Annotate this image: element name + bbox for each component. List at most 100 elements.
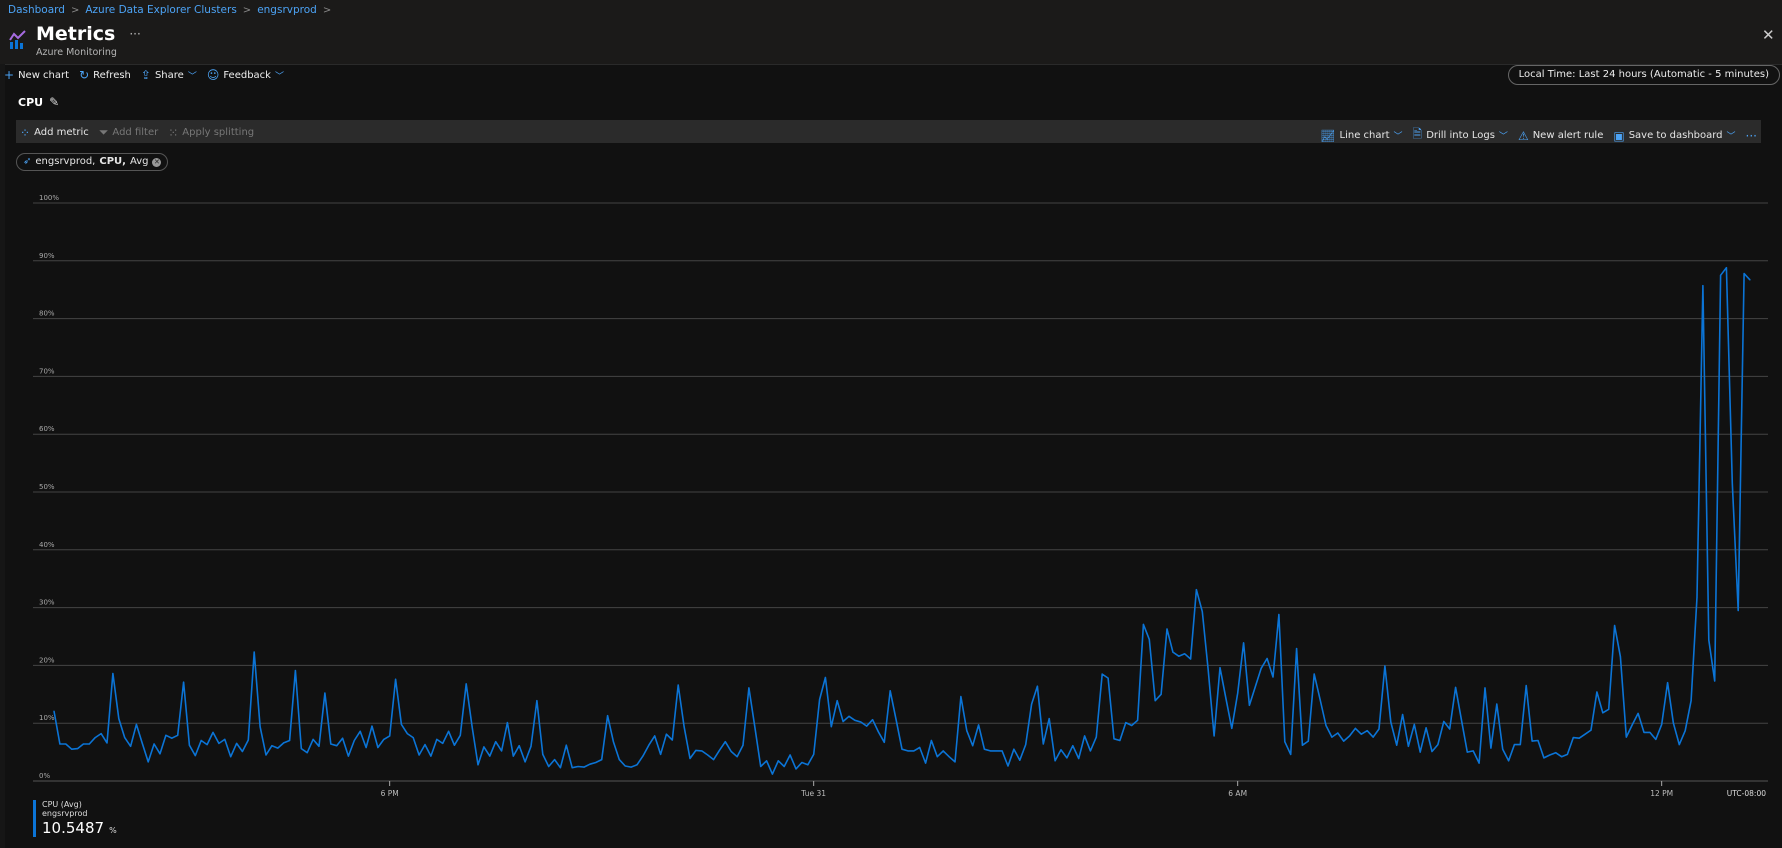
y-tick-label: 70%: [39, 367, 55, 375]
data-point: [324, 692, 326, 694]
save-to-dashboard-button[interactable]: ▣ Save to dashboard ﹀: [1613, 125, 1735, 146]
data-point: [218, 742, 220, 745]
chevron-down-icon: ﹀: [1393, 132, 1403, 142]
data-point: [818, 698, 821, 701]
data-point: [259, 726, 261, 728]
chart-legend[interactable]: CPU (Avg) engsrvprod 10.5487 %: [33, 800, 117, 837]
data-point: [919, 746, 921, 749]
data-point: [960, 696, 962, 698]
data-point: [1537, 739, 1539, 742]
share-icon: ⇪: [140, 68, 151, 82]
share-button[interactable]: ⇪ Share ﹀: [141, 68, 197, 82]
refresh-button[interactable]: ↻ Refresh: [79, 68, 131, 82]
data-point: [1213, 735, 1215, 737]
data-point: [1125, 722, 1127, 724]
remove-metric-icon[interactable]: ✕: [152, 157, 162, 167]
new-chart-button[interactable]: + New chart: [4, 68, 69, 82]
data-point: [1290, 753, 1292, 756]
data-point: [1325, 724, 1327, 727]
metric-pill[interactable]: ➶ engsrvprod, CPU, Avg ✕: [16, 153, 169, 171]
data-point: [913, 750, 915, 752]
new-chart-label: New chart: [18, 69, 70, 81]
data-point: [948, 756, 950, 758]
feedback-label: Feedback: [223, 69, 271, 81]
pencil-icon[interactable]: ✎: [49, 95, 60, 109]
feedback-button[interactable]: ☺ Feedback ﹀: [207, 68, 284, 82]
data-point: [1372, 736, 1374, 738]
more-options-button[interactable]: ···: [129, 27, 141, 41]
data-point: [277, 747, 279, 749]
data-point: [135, 723, 138, 725]
data-point: [389, 735, 391, 737]
data-point: [82, 743, 85, 745]
breadcrumb-adx-clusters[interactable]: Azure Data Explorer Clusters: [85, 4, 237, 16]
legend-value: 10.5487: [42, 819, 105, 837]
data-point: [1672, 722, 1675, 724]
data-point: [447, 730, 450, 732]
data-point: [1278, 613, 1280, 616]
data-point: [1378, 728, 1380, 730]
data-point: [430, 755, 432, 757]
drill-into-logs-button[interactable]: 🗎︎ Drill into Logs ﹀: [1413, 125, 1508, 146]
data-point: [1060, 749, 1062, 751]
page-title: Metrics: [36, 23, 116, 45]
data-point: [483, 746, 485, 748]
data-point: [1101, 673, 1103, 675]
data-point: [406, 733, 408, 735]
data-point: [1107, 677, 1109, 679]
breadcrumb-engsrvprod[interactable]: engsrvprod: [257, 4, 317, 16]
data-point: [100, 733, 102, 735]
data-point: [165, 734, 167, 736]
data-point: [677, 684, 679, 686]
data-point: [188, 744, 191, 746]
data-point: [1260, 667, 1262, 669]
data-point: [1496, 703, 1498, 705]
data-point: [1666, 682, 1669, 684]
data-point: [1578, 737, 1580, 739]
data-point: [1301, 744, 1304, 746]
add-metric-button[interactable]: ⁘ Add metric: [20, 125, 89, 140]
data-point: [830, 726, 832, 728]
data-point: [318, 745, 320, 747]
data-point: [1460, 719, 1463, 721]
data-point: [1678, 743, 1680, 746]
add-filter-button[interactable]: ⏷ Add filter: [99, 125, 158, 140]
data-point: [1343, 740, 1345, 742]
data-point: [712, 759, 715, 761]
data-point: [1201, 611, 1203, 613]
chart-more-button[interactable]: ···: [1746, 125, 1757, 146]
y-tick-label: 40%: [39, 541, 55, 549]
data-point: [1054, 760, 1056, 762]
apply-splitting-button[interactable]: ⁙ Apply splitting: [168, 125, 254, 140]
data-point: [624, 765, 626, 767]
legend-unit: %: [109, 826, 117, 835]
data-point: [336, 745, 338, 747]
data-point: [695, 749, 697, 751]
breadcrumb-dashboard[interactable]: Dashboard: [8, 4, 65, 16]
data-point: [1472, 750, 1474, 752]
refresh-icon: ↻: [79, 68, 90, 82]
data-point: [871, 719, 874, 721]
data-point: [1619, 656, 1622, 658]
data-point: [665, 733, 668, 735]
data-point: [241, 750, 244, 753]
data-point: [1719, 274, 1722, 276]
data-point: [1549, 754, 1551, 756]
new-alert-rule-button[interactable]: ⚠︎ New alert rule: [1518, 125, 1603, 146]
data-point: [1608, 708, 1610, 710]
line-chart-button[interactable]: 📈︎ Line chart ﹀: [1320, 125, 1402, 146]
data-point: [1337, 732, 1339, 734]
data-point: [1384, 665, 1386, 667]
time-range-picker[interactable]: Local Time: Last 24 hours (Automatic - 5…: [1507, 65, 1780, 85]
data-point: [518, 745, 520, 747]
adx-resource-icon: ➶: [23, 156, 32, 167]
data-point: [1649, 731, 1651, 734]
data-point: [1001, 750, 1003, 752]
y-tick-label: 10%: [39, 714, 55, 722]
data-point: [306, 752, 308, 754]
data-point: [730, 750, 732, 753]
close-icon[interactable]: ✕: [1762, 26, 1775, 44]
chart-title: CPU: [18, 95, 44, 109]
data-point: [848, 715, 850, 717]
